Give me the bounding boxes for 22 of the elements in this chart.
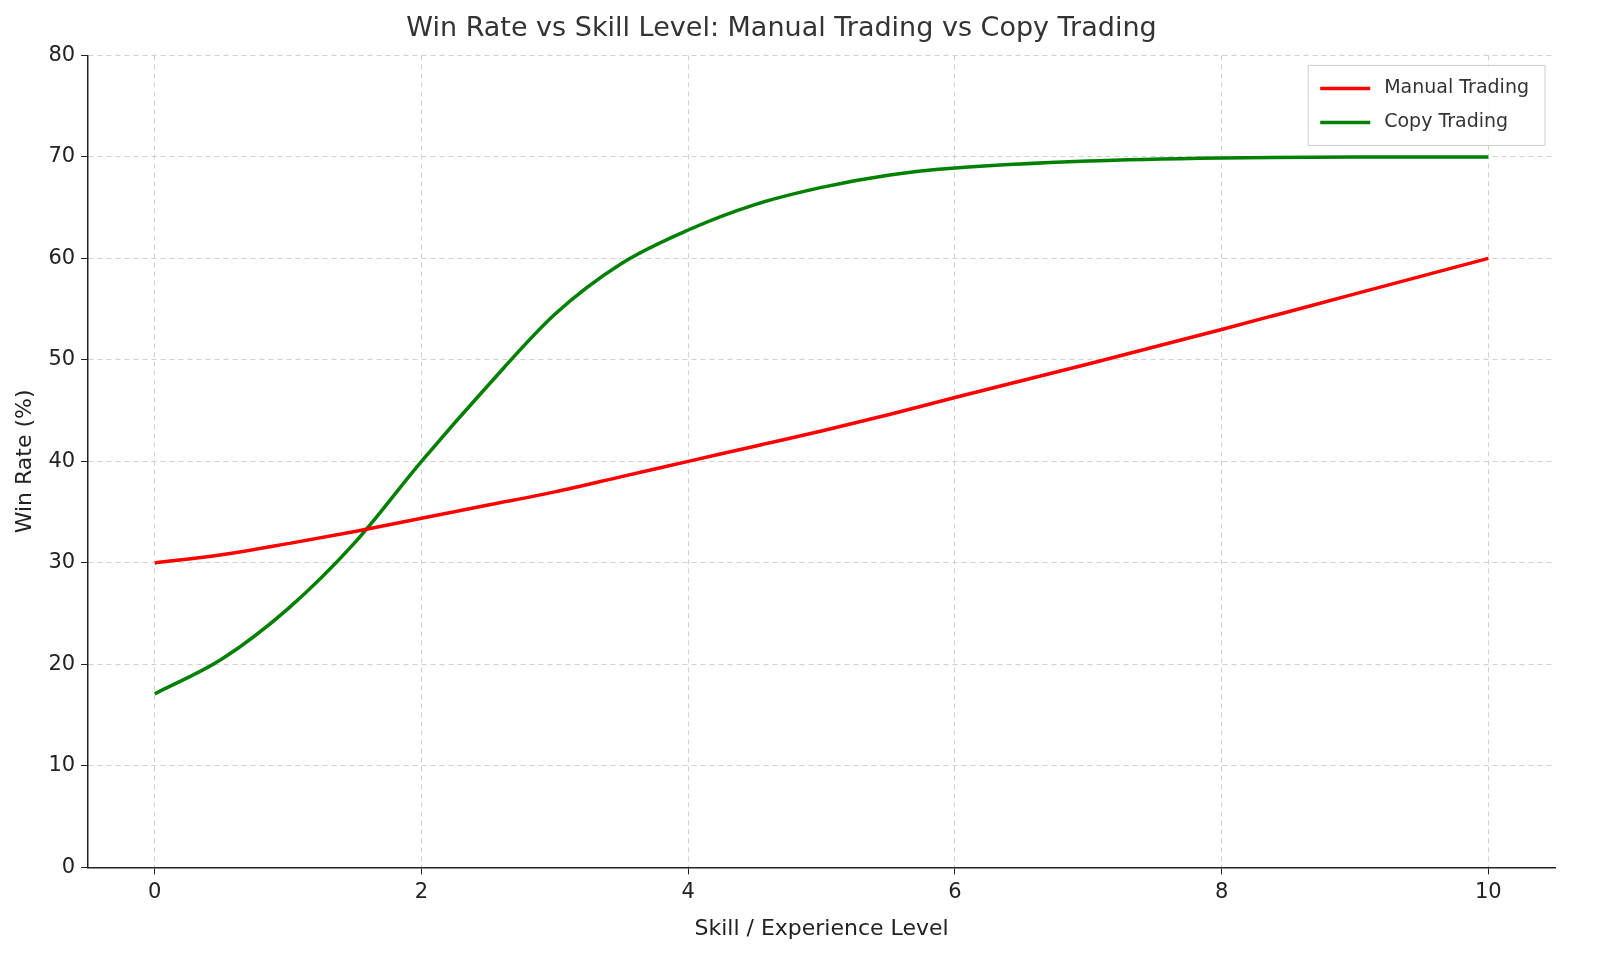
y-tick-label: 60 [48,244,76,269]
legend-label: Manual Trading [1384,75,1530,98]
x-tick-label: 10 [1474,879,1502,904]
y-tick-label: 30 [48,549,76,574]
x-tick-label: 4 [681,879,695,904]
x-tick-label: 0 [148,879,162,904]
x-tick-label: 2 [414,879,429,904]
y-tick-label: 70 [48,143,76,168]
x-tick-label: 6 [948,879,962,904]
x-axis-title: Skill / Experience Level [694,914,949,940]
y-tick-label: 40 [48,447,76,472]
y-tick-label: 20 [48,650,76,675]
y-tick-label: 50 [48,346,76,371]
y-tick-label: 0 [61,853,76,878]
y-tick-label: 10 [48,752,76,777]
y-axis-title: Win Rate (%) [10,389,36,534]
y-tick-label: 80 [48,41,76,66]
legend-label: Copy Trading [1384,109,1509,132]
line-series [153,155,1491,696]
chart-title: Win Rate vs Skill Level: Manual Trading vs Copy Trading [406,11,1157,43]
x-tick-label: 8 [1214,879,1229,904]
line-series [153,256,1491,565]
